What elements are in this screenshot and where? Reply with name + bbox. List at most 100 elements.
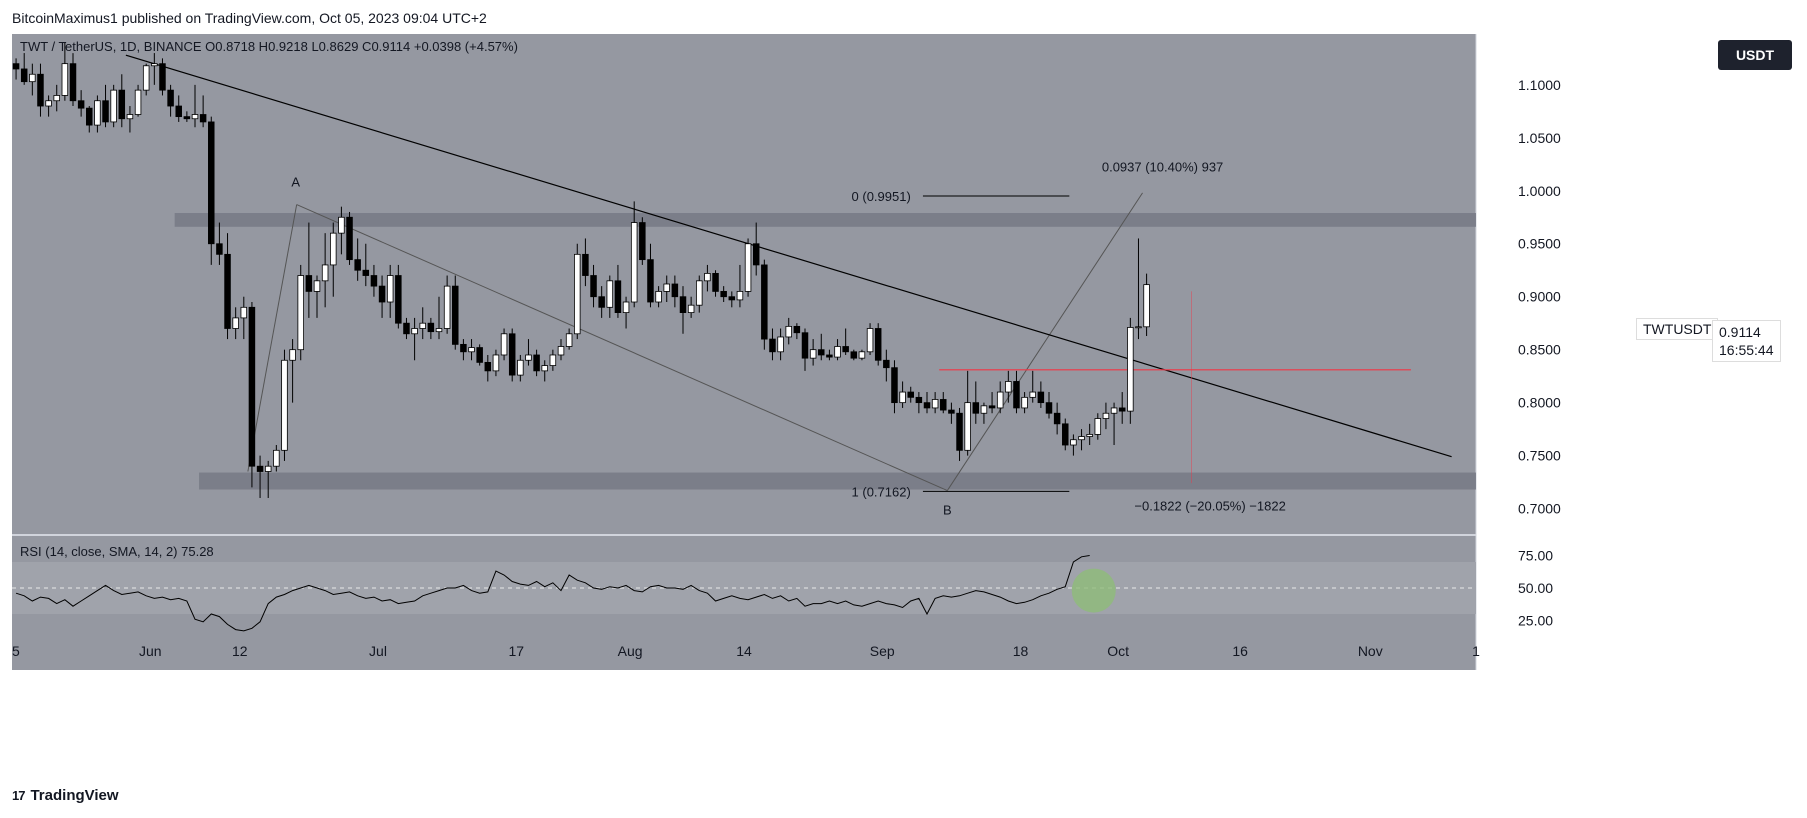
- candle[interactable]: [191, 84, 199, 128]
- candle[interactable]: [330, 222, 337, 297]
- candle[interactable]: [1127, 317, 1134, 424]
- candle[interactable]: [696, 275, 703, 313]
- candle[interactable]: [818, 333, 825, 361]
- candle[interactable]: [395, 264, 402, 329]
- price-axis-background[interactable]: [1476, 34, 1712, 774]
- candle[interactable]: [346, 211, 353, 265]
- candle[interactable]: [199, 95, 207, 128]
- candle[interactable]: [468, 339, 475, 361]
- candle[interactable]: [142, 63, 150, 96]
- candle[interactable]: [20, 53, 28, 85]
- candle[interactable]: [403, 317, 410, 340]
- candle[interactable]: [37, 63, 44, 117]
- candle[interactable]: [159, 58, 166, 96]
- candle[interactable]: [1053, 402, 1061, 435]
- candle[interactable]: [679, 286, 687, 334]
- candle[interactable]: [574, 243, 581, 340]
- candle[interactable]: [1005, 370, 1012, 403]
- candle[interactable]: [744, 238, 752, 297]
- candle[interactable]: [866, 323, 874, 355]
- candle[interactable]: [118, 74, 126, 128]
- candle[interactable]: [12, 58, 20, 80]
- candle[interactable]: [45, 95, 52, 117]
- candle[interactable]: [508, 328, 516, 382]
- candle[interactable]: [492, 349, 500, 377]
- candle[interactable]: [777, 328, 784, 361]
- candle[interactable]: [305, 222, 313, 318]
- candle[interactable]: [728, 291, 736, 308]
- candle[interactable]: [557, 339, 565, 361]
- candle[interactable]: [427, 317, 435, 340]
- candle[interactable]: [590, 264, 597, 308]
- candle[interactable]: [915, 392, 923, 414]
- candle[interactable]: [435, 296, 443, 340]
- candle[interactable]: [362, 243, 370, 287]
- price-chart[interactable]: 1.1000 1.0500 1.0000 0.9500 0.9000 0.8500 0.80…: [12, 34, 1712, 774]
- candle[interactable]: [1013, 370, 1020, 414]
- candle[interactable]: [460, 339, 467, 361]
- candle[interactable]: [752, 222, 760, 276]
- candle[interactable]: [948, 402, 955, 424]
- candle[interactable]: [1070, 434, 1077, 456]
- candle[interactable]: [1021, 392, 1028, 414]
- candle[interactable]: [899, 381, 906, 408]
- candle[interactable]: [1062, 418, 1069, 451]
- candle[interactable]: [793, 323, 801, 340]
- candle[interactable]: [110, 84, 117, 128]
- candle[interactable]: [232, 307, 239, 340]
- candle[interactable]: [663, 275, 670, 303]
- candle[interactable]: [769, 328, 776, 361]
- candle[interactable]: [69, 53, 77, 107]
- candle[interactable]: [281, 349, 288, 461]
- candle[interactable]: [923, 392, 931, 414]
- candle[interactable]: [167, 84, 174, 117]
- candle[interactable]: [785, 317, 792, 345]
- candle[interactable]: [541, 360, 548, 382]
- candle[interactable]: [761, 259, 768, 350]
- candle[interactable]: [500, 328, 508, 361]
- candle[interactable]: [687, 296, 695, 318]
- candle[interactable]: [582, 238, 589, 287]
- candle[interactable]: [297, 264, 304, 361]
- candle[interactable]: [736, 264, 744, 308]
- candle[interactable]: [964, 370, 971, 456]
- candle[interactable]: [378, 275, 386, 318]
- chart-container[interactable]: 1.1000 1.0500 1.0000 0.9500 0.9000 0.8500 0.80…: [12, 34, 1712, 774]
- candle[interactable]: [940, 392, 947, 414]
- candle[interactable]: [956, 407, 963, 461]
- candle[interactable]: [704, 264, 711, 292]
- candle[interactable]: [891, 360, 898, 414]
- candle[interactable]: [1045, 392, 1053, 419]
- candle[interactable]: [639, 217, 646, 265]
- candle[interactable]: [256, 455, 264, 498]
- candle[interactable]: [29, 63, 36, 96]
- candle[interactable]: [338, 206, 345, 255]
- candle[interactable]: [386, 264, 394, 318]
- candle[interactable]: [484, 354, 492, 382]
- candle[interactable]: [598, 286, 605, 318]
- candle[interactable]: [809, 339, 817, 366]
- candle[interactable]: [622, 296, 630, 329]
- candle[interactable]: [801, 328, 809, 371]
- candle[interactable]: [1110, 402, 1118, 446]
- candle[interactable]: [874, 323, 882, 366]
- candle[interactable]: [273, 445, 280, 472]
- candle[interactable]: [1102, 402, 1110, 430]
- candle[interactable]: [996, 381, 1004, 414]
- candle[interactable]: [980, 402, 988, 424]
- candle[interactable]: [931, 392, 939, 414]
- candle[interactable]: [533, 349, 540, 377]
- candle[interactable]: [630, 201, 638, 308]
- candle[interactable]: [370, 264, 378, 297]
- candle[interactable]: [517, 354, 524, 382]
- candle[interactable]: [720, 286, 727, 303]
- candle[interactable]: [151, 53, 158, 85]
- candle[interactable]: [647, 243, 654, 308]
- candle[interactable]: [907, 386, 914, 403]
- candle[interactable]: [883, 349, 890, 382]
- candle[interactable]: [208, 116, 215, 265]
- candle[interactable]: [655, 286, 662, 308]
- candle[interactable]: [183, 111, 191, 122]
- candle[interactable]: [858, 349, 866, 361]
- candle[interactable]: [77, 90, 85, 117]
